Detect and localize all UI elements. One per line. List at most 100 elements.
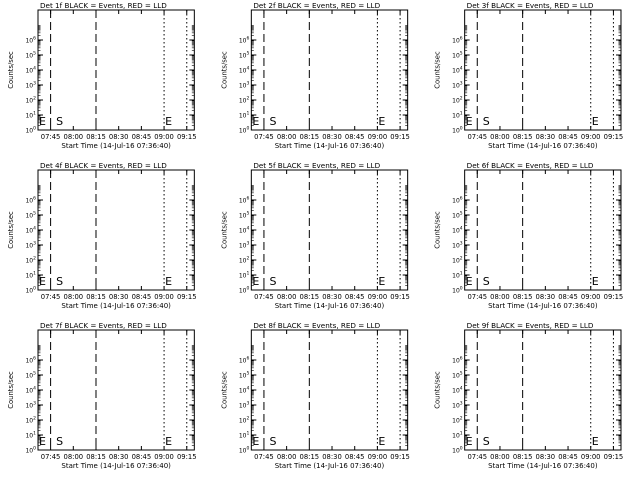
x-tick-label: 09:00 [368,453,388,461]
event-annotation: E [165,115,172,128]
x-tick-label: 08:00 [64,293,84,301]
x-tick-label: 08:45 [132,293,152,301]
y-tick-label: 104 [25,386,36,395]
panel-title: Det 5f BLACK = Events, RED = LLD [253,161,380,170]
event-annotation: E [252,435,259,448]
y-tick-label: 101 [452,271,463,280]
x-tick-label: 08:15 [513,293,533,301]
y-tick-label: 102 [239,96,250,105]
x-tick-label: 09:15 [177,453,197,461]
y-tick-label: 102 [25,96,36,105]
panel-title: Det 9f BLACK = Events, RED = LLD [467,321,594,330]
x-tick-label: 09:15 [604,133,624,141]
x-axis-label: Start Time (14-Jul-16 07:36:40) [275,302,385,310]
y-tick-label: 105 [239,371,250,380]
event-annotation: E [592,115,599,128]
x-tick-label: 08:30 [109,453,129,461]
y-tick-label: 104 [452,386,463,395]
y-tick-label: 101 [452,431,463,440]
plot-frame [464,329,622,451]
event-annotation: E [378,435,385,448]
event-annotation: S [483,115,490,128]
y-axis-label: Counts/sec [434,211,442,249]
x-tick-label: 08:15 [86,133,106,141]
y-tick-label: 100 [452,126,463,135]
x-tick-label: 07:45 [41,133,61,141]
x-tick-label: 08:45 [558,293,578,301]
x-tick-label: 07:45 [41,453,61,461]
event-annotation: E [466,275,473,288]
x-tick-label: 08:15 [300,453,320,461]
x-tick-label: 08:00 [277,133,297,141]
y-tick-label: 106 [239,196,250,205]
y-tick-label: 103 [452,401,463,410]
event-annotation: E [592,275,599,288]
y-tick-label: 101 [25,111,36,120]
x-tick-label: 09:15 [390,453,410,461]
plot-frame [37,329,195,451]
y-tick-label: 105 [25,371,36,380]
x-tick-label: 08:45 [132,453,152,461]
event-annotation: E [592,435,599,448]
y-axis-label: Counts/sec [220,51,228,89]
x-axis-label: Start Time (14-Jul-16 07:36:40) [61,302,171,310]
x-tick-label: 08:45 [345,453,365,461]
x-tick-label: 08:15 [86,453,106,461]
x-tick-label: 09:15 [390,293,410,301]
x-tick-label: 08:00 [64,133,84,141]
x-tick-label: 08:15 [300,133,320,141]
event-annotation: E [252,115,259,128]
x-tick-label: 08:30 [109,293,129,301]
x-tick-label: 07:45 [467,293,487,301]
y-tick-label: 101 [239,431,250,440]
y-tick-label: 104 [239,386,250,395]
x-tick-label: 09:15 [177,293,197,301]
y-tick-label: 106 [239,36,250,45]
y-tick-label: 104 [452,226,463,235]
y-tick-label: 100 [452,446,463,455]
x-axis-label: Start Time (14-Jul-16 07:36:40) [61,142,171,150]
y-tick-label: 101 [239,271,250,280]
y-tick-label: 103 [452,241,463,250]
y-tick-label: 100 [239,126,250,135]
event-annotation: S [56,435,63,448]
y-axis-label: Counts/sec [220,371,228,409]
y-axis-label: Counts/sec [7,371,15,409]
x-tick-label: 08:45 [132,133,152,141]
plot-frame [464,9,622,131]
y-tick-label: 104 [239,66,250,75]
x-tick-label: 07:45 [254,293,274,301]
x-tick-label: 09:00 [581,453,601,461]
event-annotation: E [466,435,473,448]
x-tick-label: 08:30 [109,133,129,141]
event-annotation: S [56,275,63,288]
y-tick-label: 102 [25,416,36,425]
y-tick-label: 105 [25,211,36,220]
panel-title: Det 6f BLACK = Events, RED = LLD [467,161,594,170]
event-annotation: E [165,435,172,448]
x-tick-label: 08:30 [322,293,342,301]
x-tick-label: 08:45 [345,293,365,301]
panel-title: Det 2f BLACK = Events, RED = LLD [253,1,380,10]
x-tick-label: 09:00 [368,133,388,141]
x-tick-label: 08:00 [64,453,84,461]
event-annotation: E [378,115,385,128]
y-tick-label: 106 [452,196,463,205]
y-tick-label: 103 [25,401,36,410]
x-tick-label: 09:15 [390,133,410,141]
y-axis-label: Counts/sec [7,51,15,89]
y-tick-label: 100 [25,126,36,135]
plot-frame [464,169,622,291]
x-axis-label: Start Time (14-Jul-16 07:36:40) [61,462,171,470]
panel-title: Det 8f BLACK = Events, RED = LLD [253,321,380,330]
event-annotation: S [269,275,276,288]
x-tick-label: 08:30 [536,133,556,141]
panel-title: Det 1f BLACK = Events, RED = LLD [40,1,167,10]
y-tick-label: 106 [452,36,463,45]
